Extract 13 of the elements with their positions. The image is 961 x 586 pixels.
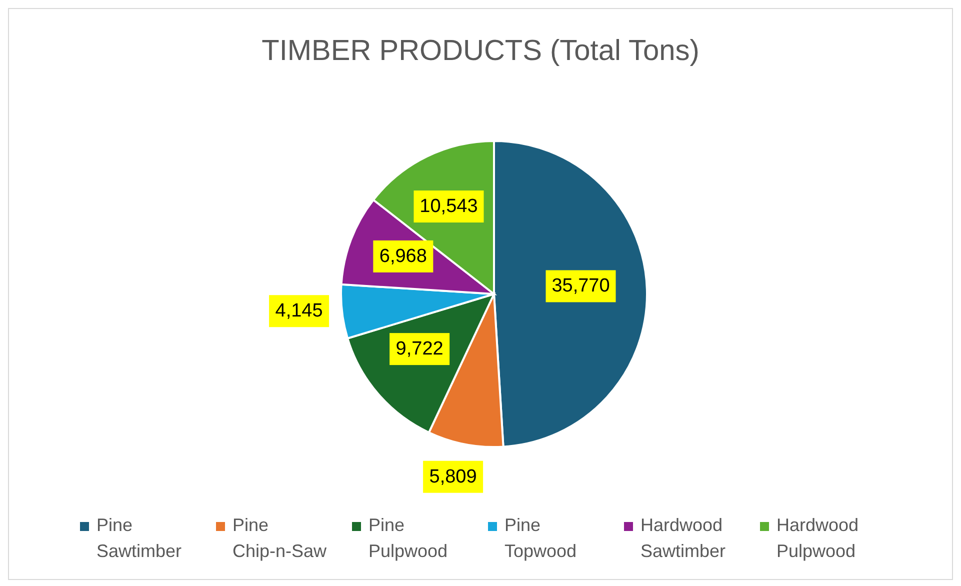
chart-title: TIMBER PRODUCTS (Total Tons) [260,35,700,68]
legend-label: Pine Sawtimber [96,514,183,563]
data-label: 4,145 [275,300,323,322]
data-label: 6,968 [379,246,427,267]
legend-label: Pine Pulpwood [368,514,449,563]
data-label: 5,809 [429,466,477,488]
legend-label: Hardwood Sawtimber [640,514,727,563]
legend-label: Pine Topwood [504,514,578,563]
legend-label: Pine Chip-n-Saw [232,514,328,563]
legend-label: Hardwood Pulpwood [776,514,860,563]
data-label: 9,722 [396,338,444,360]
data-label: 10,543 [420,196,478,217]
data-label: 35,770 [552,276,610,297]
